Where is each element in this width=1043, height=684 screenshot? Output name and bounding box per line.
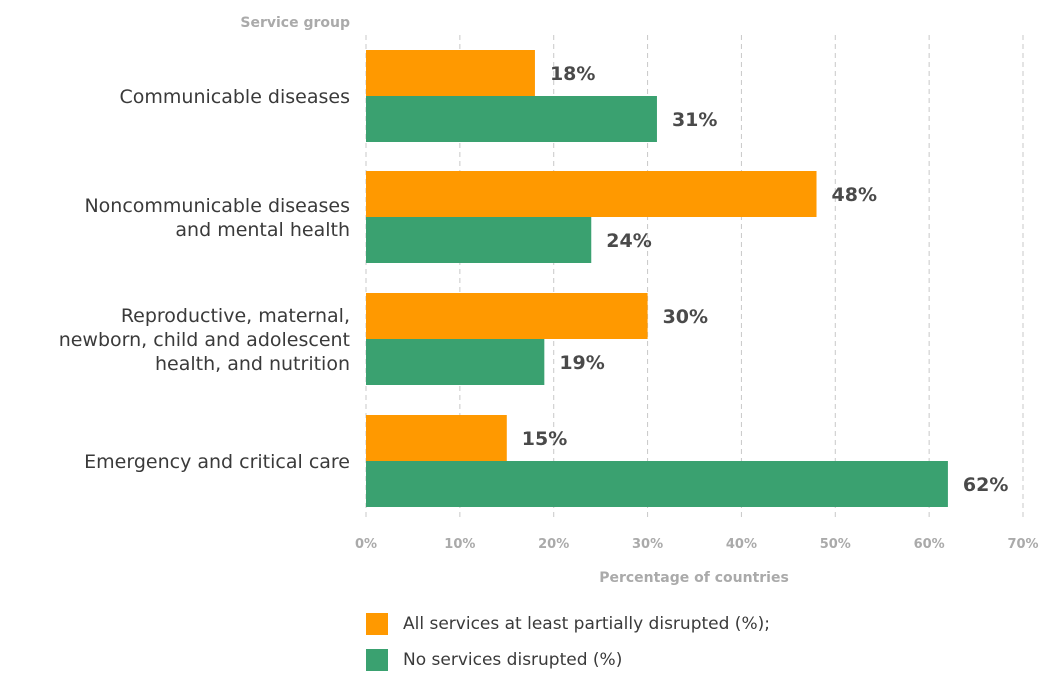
- bars: 18% 31% 48% 24% 30% 19% 15% 62%: [366, 50, 1008, 507]
- bar: [366, 217, 592, 263]
- legend: All services at least partially disrupte…: [366, 612, 770, 684]
- legend-label: All services at least partially disrupte…: [403, 614, 770, 634]
- category-label: Communicable diseases: [120, 86, 351, 108]
- x-tick-label: 70%: [1007, 537, 1038, 552]
- bar: [366, 461, 948, 507]
- chart: Service group 18% 31% 48% 24% 30% 19% 15% 62% C…: [59, 15, 1039, 586]
- x-tick-label: 40%: [726, 537, 757, 552]
- category-label: health, and nutrition: [155, 353, 350, 375]
- x-tick-label: 0%: [355, 537, 377, 552]
- data-label: 31%: [672, 109, 717, 131]
- x-tick-label: 20%: [538, 537, 569, 552]
- x-tick-label: 10%: [444, 537, 475, 552]
- category-label: Emergency and critical care: [84, 451, 350, 473]
- x-axis-title: Percentage of countries: [599, 570, 789, 586]
- data-label: 62%: [963, 474, 1008, 496]
- data-label: 15%: [522, 428, 567, 450]
- data-label: 18%: [550, 63, 595, 85]
- x-tick-label: 30%: [632, 537, 663, 552]
- legend-swatch-orange: [366, 613, 388, 635]
- bar: [366, 50, 535, 96]
- data-label: 48%: [832, 184, 877, 206]
- x-tick-label: 50%: [820, 537, 851, 552]
- bar: [366, 171, 817, 217]
- legend-item-not-disrupted: No services disrupted (%): [366, 648, 770, 672]
- category-labels: Communicable diseases Noncommunicable dis…: [59, 86, 350, 473]
- legend-label: No services disrupted (%): [403, 650, 623, 670]
- y-axis-title: Service group: [240, 15, 350, 31]
- bar: [366, 415, 507, 461]
- x-tick-labels: 0% 10% 20% 30% 40% 50% 60% 70%: [355, 537, 1039, 552]
- data-label: 19%: [559, 352, 604, 374]
- category-label: and mental health: [175, 219, 350, 241]
- bar: [366, 96, 657, 142]
- legend-item-partially-disrupted: All services at least partially disrupte…: [366, 612, 770, 636]
- category-label: Noncommunicable diseases: [84, 195, 350, 217]
- data-label: 24%: [606, 230, 651, 252]
- x-tick-label: 60%: [914, 537, 945, 552]
- bar: [366, 339, 545, 385]
- category-label: newborn, child and adolescent: [59, 329, 350, 351]
- category-label: Reproductive, maternal,: [121, 305, 350, 327]
- bar: [366, 293, 648, 339]
- data-label: 30%: [663, 306, 708, 328]
- legend-swatch-green: [366, 649, 388, 671]
